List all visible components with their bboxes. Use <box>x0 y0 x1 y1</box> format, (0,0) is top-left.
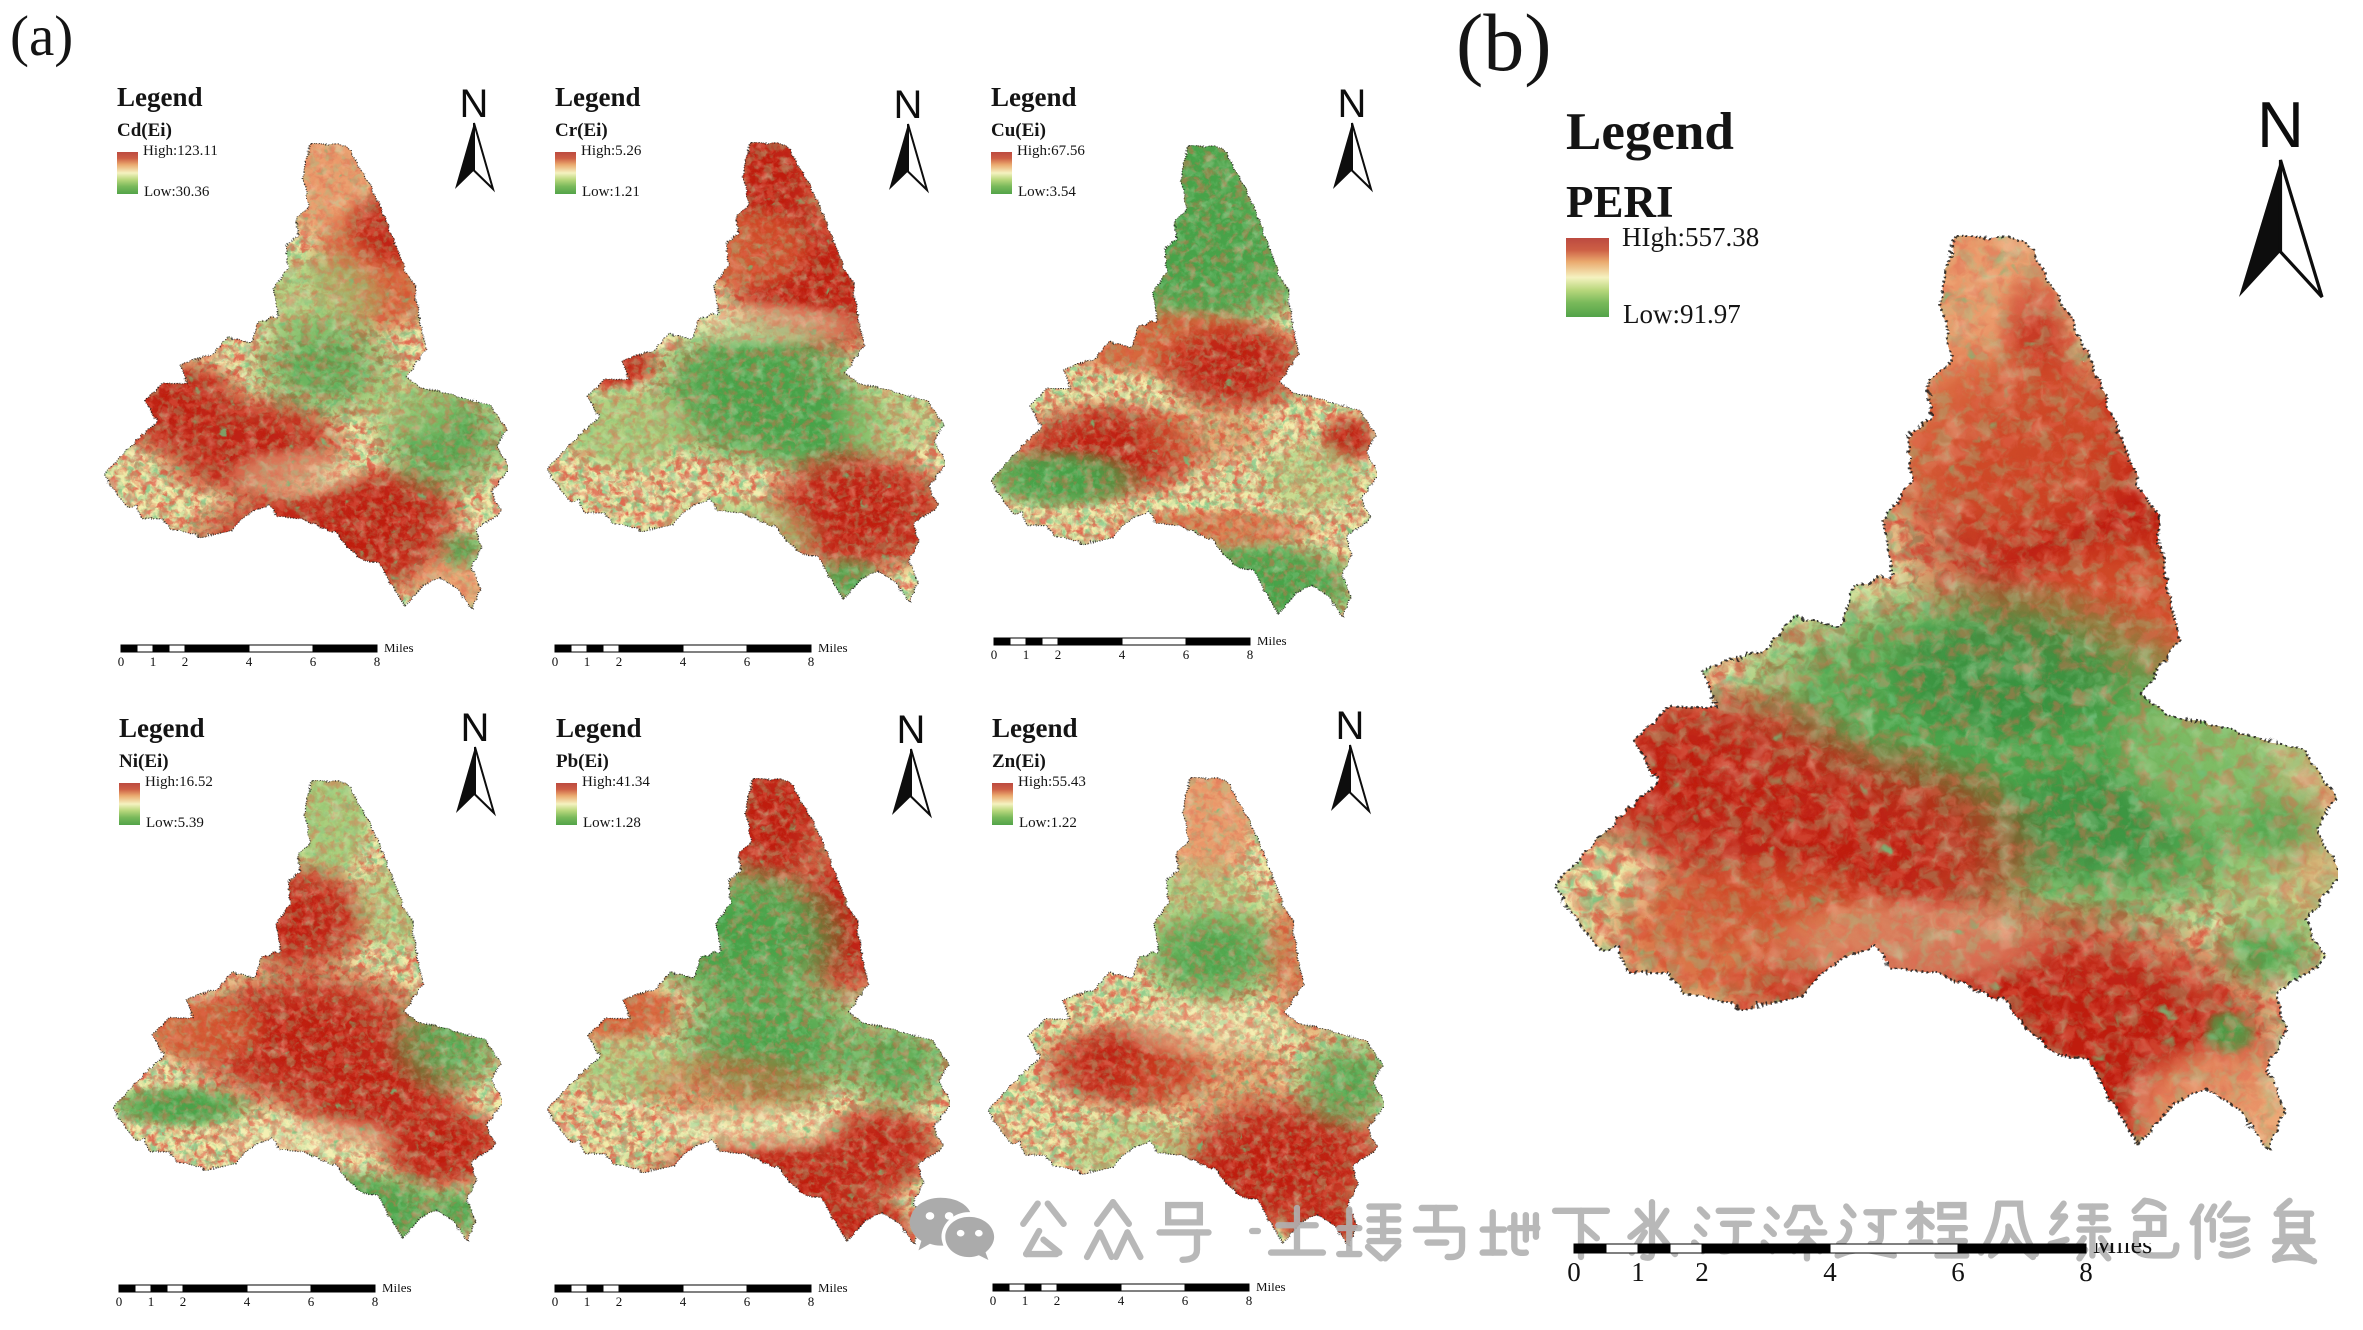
svg-text:1: 1 <box>1023 647 1030 662</box>
svg-text:Miles: Miles <box>1257 637 1287 648</box>
svg-text:6: 6 <box>744 1294 751 1309</box>
svg-text:8: 8 <box>808 1294 815 1309</box>
svg-text:2: 2 <box>182 654 189 669</box>
svg-text:4: 4 <box>680 1294 687 1309</box>
svg-text:0: 0 <box>990 1293 997 1308</box>
svg-text:0: 0 <box>116 1294 123 1309</box>
svg-text:4: 4 <box>680 654 687 669</box>
svg-text:Miles: Miles <box>818 644 848 655</box>
svg-text:4: 4 <box>244 1294 251 1309</box>
svg-text:4: 4 <box>1118 1293 1125 1308</box>
svg-text:8: 8 <box>1247 647 1254 662</box>
svg-text:2: 2 <box>616 1294 623 1309</box>
svg-text:8: 8 <box>1246 1293 1253 1308</box>
svg-text:N: N <box>461 706 490 750</box>
svg-text:6: 6 <box>1183 647 1190 662</box>
svg-text:Miles: Miles <box>818 1284 848 1295</box>
svg-text:1: 1 <box>584 654 591 669</box>
svg-text:8: 8 <box>374 654 381 669</box>
svg-text:4: 4 <box>1823 1257 1837 1287</box>
svg-text:2: 2 <box>1695 1257 1709 1287</box>
svg-text:2: 2 <box>616 654 623 669</box>
svg-text:N: N <box>1338 82 1367 126</box>
svg-text:6: 6 <box>1951 1257 1965 1287</box>
svg-text:0: 0 <box>552 1294 559 1309</box>
svg-text:N: N <box>897 708 926 752</box>
svg-text:6: 6 <box>308 1294 315 1309</box>
svg-text:6: 6 <box>310 654 317 669</box>
svg-text:8: 8 <box>808 654 815 669</box>
svg-text:1: 1 <box>148 1294 155 1309</box>
svg-text:2: 2 <box>180 1294 187 1309</box>
svg-text:2: 2 <box>1055 647 1062 662</box>
svg-text:8: 8 <box>372 1294 379 1309</box>
svg-text:0: 0 <box>552 654 559 669</box>
svg-text:Miles: Miles <box>382 1284 412 1295</box>
svg-text:4: 4 <box>1119 647 1126 662</box>
svg-text:4: 4 <box>246 654 253 669</box>
svg-text:N: N <box>2257 88 2304 161</box>
svg-text:6: 6 <box>1182 1293 1189 1308</box>
svg-text:0: 0 <box>1567 1257 1581 1287</box>
svg-text:1: 1 <box>584 1294 591 1309</box>
svg-text:Miles: Miles <box>2093 1243 2152 1259</box>
svg-text:1: 1 <box>150 654 157 669</box>
svg-text:8: 8 <box>2079 1257 2093 1287</box>
svg-text:Miles: Miles <box>384 644 414 655</box>
svg-text:N: N <box>1336 704 1365 748</box>
svg-text:0: 0 <box>118 654 125 669</box>
svg-text:6: 6 <box>744 654 751 669</box>
svg-text:0: 0 <box>991 647 998 662</box>
svg-text:1: 1 <box>1631 1257 1645 1287</box>
svg-text:Miles: Miles <box>1256 1283 1286 1294</box>
svg-text:2: 2 <box>1054 1293 1061 1308</box>
svg-text:1: 1 <box>1022 1293 1029 1308</box>
svg-text:N: N <box>460 82 489 126</box>
svg-text:N: N <box>894 83 923 127</box>
